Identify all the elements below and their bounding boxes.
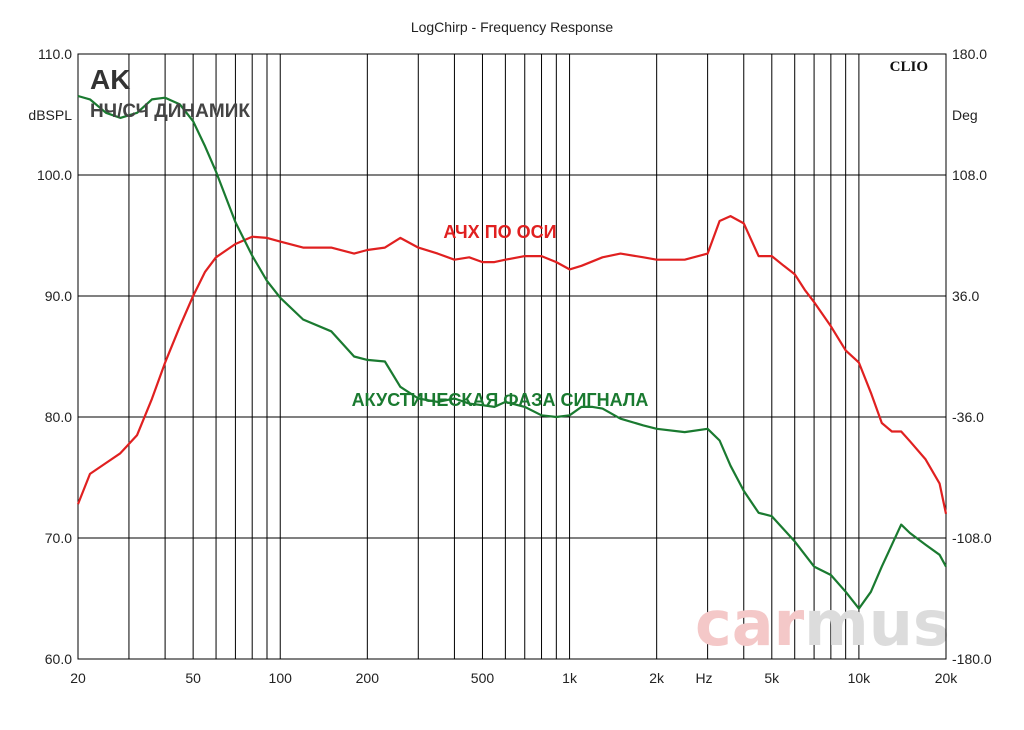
y-left-tick-label: 100.0	[37, 167, 72, 183]
grid-lines	[77, 53, 947, 660]
watermark-part-a: car	[695, 587, 805, 660]
x-tick-label: 20k	[935, 670, 959, 686]
x-tick-label: 50	[185, 670, 201, 686]
y-axis-left-label: dBSPL	[28, 107, 72, 123]
legend-label-spl: АЧХ ПО ОСИ	[443, 222, 556, 242]
legend-label-phase: АКУСТИЧЕСКАЯ ФАЗА СИГНАЛА	[352, 390, 649, 410]
y-left-tick-label: 70.0	[45, 530, 72, 546]
y-right-tick-label: -36.0	[952, 409, 984, 425]
y-right-tick-label: 36.0	[952, 288, 979, 304]
y-left-tick-label: 80.0	[45, 409, 72, 425]
series-line-spl	[76, 215, 948, 515]
software-label: CLIO	[890, 59, 928, 75]
svg-text:carmus: carmus	[695, 587, 950, 660]
y-right-tick-label: -108.0	[952, 530, 992, 546]
x-tick-label: 500	[471, 670, 495, 686]
watermark-part-b: mus	[804, 587, 950, 660]
x-tick-label: 2k	[649, 670, 665, 686]
y-left-tick-label: 90.0	[45, 288, 72, 304]
x-tick-label: 100	[269, 670, 293, 686]
watermark: carmus	[695, 587, 950, 660]
x-axis-label: Hz	[695, 670, 712, 686]
plot-frame	[77, 53, 947, 660]
x-tick-label: 200	[356, 670, 380, 686]
chart-title: LogChirp - Frequency Response	[411, 19, 614, 35]
series-line-phase	[77, 94, 947, 610]
x-tick-label: 5k	[764, 670, 780, 686]
y-left-tick-label: 60.0	[45, 651, 72, 667]
x-tick-label: 1k	[562, 670, 578, 686]
y-right-tick-label: 108.0	[952, 167, 987, 183]
y-axis-right-label: Deg	[952, 107, 978, 123]
series-layer	[76, 94, 948, 610]
y-left-tick-label: 110.0	[38, 46, 72, 62]
x-tick-label: 20	[70, 670, 86, 686]
y-right-tick-label: 180.0	[952, 46, 987, 62]
x-tick-label: 10k	[848, 670, 872, 686]
y-right-tick-label: -180.0	[952, 651, 992, 667]
chart-subtitle: НЧ/СЧ ДИНАМИК	[90, 101, 250, 122]
brand-logo-text: AK	[90, 64, 130, 95]
axis-ticks: 20 50 100 200 500 1k 2k 5k 10k 20k 60.0 70.0 80.0 90.…	[37, 46, 992, 686]
